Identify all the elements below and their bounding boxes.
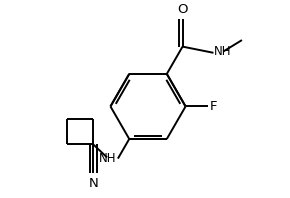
Text: NH: NH — [214, 45, 231, 58]
Text: NH: NH — [99, 152, 117, 165]
Text: N: N — [88, 177, 98, 190]
Text: O: O — [177, 4, 188, 16]
Text: F: F — [210, 100, 218, 113]
